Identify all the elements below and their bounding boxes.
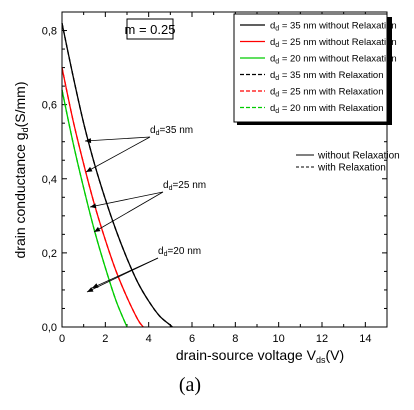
legend-label: dd = 25 nm without Relaxation [270,37,397,49]
y-axis-title: drain conductance gd(S/mm) [12,82,30,259]
annotation-arrow [86,257,159,293]
param-label: m = 0.25 [125,22,176,37]
series-line-2 [61,67,144,328]
y-tick-label: 0,2 [42,248,57,260]
annotation-arrowhead [87,287,94,292]
legend-label: dd = 35 nm without Relaxation [270,21,397,33]
x-tick-label: 6 [189,333,195,345]
annotation-arrowhead [86,166,93,172]
legend-label: dd = 35 nm with Relaxation [270,70,384,82]
annotation-label: dd=20 nm [158,246,201,258]
x-tick-label: 2 [102,333,108,345]
y-tick-label: 0,8 [42,26,57,38]
x-axis-title-unit: (V) [325,347,344,363]
x-axis-title: drain-source voltage Vds(V) [176,347,344,365]
figure-caption: (a) [179,374,201,396]
x-axis-title-main: drain-source voltage V [176,347,317,363]
plot-lines [61,22,173,328]
param-box [126,18,174,40]
series-line-1 [61,22,173,328]
annotation-arrow [85,136,151,173]
annotation-arrowhead [90,203,97,209]
legend-box [233,13,388,123]
x-tick-label: 14 [359,333,371,345]
legend-label: dd = 20 nm with Relaxation [270,103,384,115]
y-axis-title-unit: (S/mm) [12,82,28,128]
y-axis-title-main: drain conductance g [12,132,28,258]
annotation-arrow [93,191,164,233]
legend2-label: without Relaxation [317,151,400,162]
y-tick-label: 0,0 [42,322,57,334]
series-line-dashed-1 [61,22,173,328]
series-line-dashed-2 [61,67,144,328]
annotation-arrow [84,136,151,142]
plot-frame [61,11,388,328]
series-line-3 [61,89,128,328]
annotation-arrow [89,191,164,208]
legend2-label: with Relaxation [317,163,386,174]
y-tick-label: 0,6 [42,100,57,112]
annotation-label: dd=35 nm [150,125,193,137]
x-tick-label: 12 [316,333,328,345]
series-line-dashed-3 [61,89,128,328]
annotation-arrowhead [94,226,101,232]
legend-label: dd = 20 nm without Relaxation [270,54,397,66]
annotation-label: dd=25 nm [163,180,206,192]
legend-label: dd = 25 nm with Relaxation [270,87,384,99]
x-tick-label: 4 [146,333,152,345]
y-tick-label: 0,4 [42,174,57,186]
annotation-arrowhead [85,138,92,144]
x-tick-label: 10 [273,333,285,345]
annotation-arrowhead [92,283,99,288]
tick-labels: 0 2 4 6 8 10 12 14 0,0 0,2 0,4 0,6 0,8 [42,26,372,345]
x-tick-label: 0 [59,333,65,345]
x-tick-label: 8 [232,333,238,345]
legend: dd = 35 nm without Relaxation dd = 25 nm … [233,13,397,125]
y-axis-title-sub: d [20,127,30,132]
x-axis-title-sub: ds [316,355,326,365]
annotations: dd=35 nm dd=25 nm dd=20 nm [84,125,206,293]
